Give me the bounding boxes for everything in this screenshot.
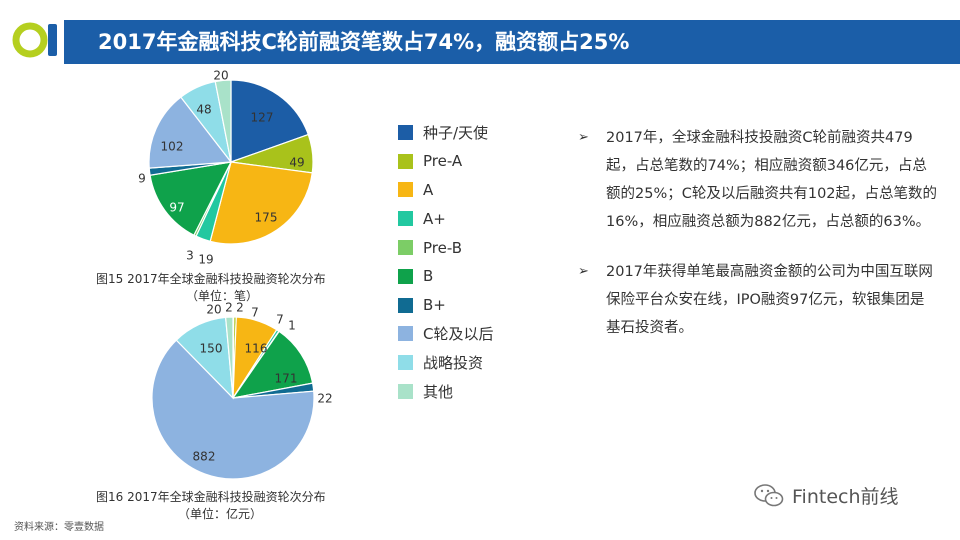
slice-label: 20 xyxy=(213,69,228,83)
pie-slice xyxy=(224,316,234,399)
slice-label: 175 xyxy=(255,211,278,225)
source-note: 资料来源：零壹数据 xyxy=(14,522,104,533)
legend-label: 种子/天使 xyxy=(423,123,489,142)
pie-slice xyxy=(209,161,313,245)
pie-slice xyxy=(230,79,310,163)
title-bar xyxy=(64,20,960,64)
slice-label: 150 xyxy=(200,342,223,356)
legend-label: 其他 xyxy=(423,383,454,402)
bullet-list: ➢ 2017年，全球金融科技投融资C轮前融资共479起，占总笔数的74%；相应融… xyxy=(578,124,938,364)
slice-label: 116 xyxy=(245,342,268,356)
slice-label: 97 xyxy=(169,201,184,215)
arrow-icon: ➢ xyxy=(578,130,589,145)
legend-swatch xyxy=(398,268,413,284)
chart2-unit: （单位：亿元） xyxy=(178,507,263,521)
legend-swatch xyxy=(398,211,413,227)
legend-swatch xyxy=(398,153,413,169)
page-title: 2017年金融科技C轮前融资笔数占74%，融资额占25% xyxy=(98,30,630,54)
watermark: Fintech前线 xyxy=(754,482,899,509)
slice-label: 882 xyxy=(193,450,216,464)
slice-label: 1 xyxy=(288,319,296,333)
pie-slice xyxy=(151,339,315,480)
legend-label: A xyxy=(423,180,434,199)
slice-label: 7 xyxy=(251,306,259,320)
slice-label: 20 xyxy=(206,303,221,317)
legend-item: 种子/天使 xyxy=(398,118,493,147)
bullet-item: ➢ 2017年，全球金融科技投融资C轮前融资共479起，占总笔数的74%；相应融… xyxy=(578,124,938,236)
slice-label: 19 xyxy=(198,253,213,267)
legend-item: A xyxy=(398,176,493,205)
pie-slice xyxy=(149,161,233,236)
legend: 种子/天使 Pre-A A A+ Pre-B B B+ C轮及以后战略投资其他 xyxy=(398,118,493,406)
bullet-text: 2017年，全球金融科技投融资C轮前融资共479起，占总笔数的74%；相应融资额… xyxy=(606,130,938,230)
slice-label: 102 xyxy=(161,140,184,154)
pie-slice xyxy=(214,79,232,163)
legend-swatch xyxy=(398,326,413,342)
slice-label: 3 xyxy=(186,249,194,263)
bullet-item: ➢ 2017年获得单笔最高融资金额的公司为中国互联网保险平台众安在线，IPO融资… xyxy=(578,258,938,342)
watermark-text: Fintech前线 xyxy=(792,486,899,508)
legend-label: 战略投资 xyxy=(423,354,484,373)
wechat-icon xyxy=(754,483,784,506)
slice-label: 171 xyxy=(275,372,298,386)
legend-swatch xyxy=(398,240,413,256)
legend-item: C轮及以后 xyxy=(398,320,493,349)
legend-item: Pre-B xyxy=(398,233,493,262)
legend-swatch xyxy=(398,384,413,400)
pie-slice xyxy=(148,96,233,169)
legend-item: 战略投资 xyxy=(398,348,493,377)
legend-label: A+ xyxy=(423,209,446,228)
legend-item: Pre-A xyxy=(398,147,493,176)
legend-swatch xyxy=(398,124,413,140)
legend-label: Pre-B xyxy=(423,238,463,257)
chart1-caption: 图15 2017年全球金融科技投融资轮次分布 xyxy=(96,272,326,286)
slice-label: 9 xyxy=(138,172,146,186)
bullet-text: 2017年获得单笔最高融资金额的公司为中国互联网保险平台众安在线，IPO融资97… xyxy=(606,264,933,336)
legend-label: B xyxy=(423,267,434,286)
legend-item: B+ xyxy=(398,291,493,320)
slice-label: 49 xyxy=(289,156,304,170)
slice-label: 2 xyxy=(236,301,244,315)
slice-label: 7 xyxy=(276,313,284,327)
legend-label: Pre-A xyxy=(423,152,463,171)
slice-label: 127 xyxy=(251,111,274,125)
legend-item: 其他 xyxy=(398,377,493,406)
legend-item: A+ xyxy=(398,204,493,233)
pie-slice xyxy=(231,330,314,399)
legend-swatch xyxy=(398,182,413,198)
chart1-unit: （单位：笔） xyxy=(186,289,259,303)
legend-swatch xyxy=(398,297,413,313)
chart2-caption: 图16 2017年全球金融科技投融资轮次分布 xyxy=(96,490,326,504)
slice-label: 48 xyxy=(196,103,211,117)
slice-label: 22 xyxy=(317,392,332,406)
brand-logo xyxy=(12,22,57,58)
slice-label: 2 xyxy=(225,301,233,315)
arrow-icon: ➢ xyxy=(578,264,589,279)
legend-item: B xyxy=(398,262,493,291)
legend-swatch xyxy=(398,355,413,371)
legend-label: B+ xyxy=(423,296,446,315)
legend-label: C轮及以后 xyxy=(423,325,494,344)
